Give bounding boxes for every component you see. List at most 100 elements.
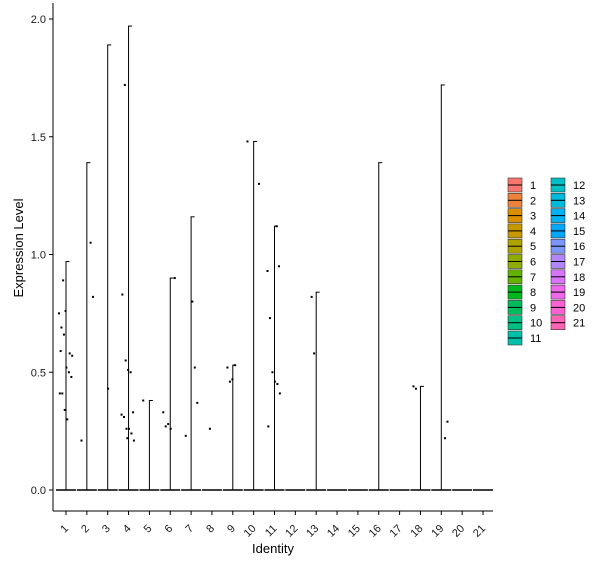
point-1: [68, 352, 71, 355]
point-6: [173, 277, 176, 280]
point-1: [60, 326, 63, 329]
point-10: [258, 182, 261, 185]
x-tick-label: 19: [429, 523, 446, 540]
x-tick-label: 3: [100, 523, 113, 536]
legend-label: 14: [573, 211, 585, 223]
point-3: [107, 387, 110, 390]
y-axis-title: Expression Level: [11, 198, 26, 297]
point-11: [276, 383, 279, 386]
point-8: [208, 427, 211, 430]
point-13: [310, 295, 313, 298]
legend-label: 11: [530, 333, 541, 345]
point-1: [61, 392, 64, 395]
point-1: [59, 350, 62, 353]
point-11: [271, 371, 274, 374]
legend-label: 16: [573, 241, 585, 253]
x-tick-label: 4: [121, 523, 134, 536]
legend-label: 7: [530, 272, 536, 284]
point-11: [273, 380, 276, 383]
point-18: [412, 385, 415, 388]
point-7: [184, 434, 187, 437]
legend-label: 12: [573, 180, 585, 192]
legend-label: 13: [573, 195, 585, 207]
point-1: [70, 375, 73, 378]
legend-label: 5: [530, 241, 536, 253]
point-1: [67, 371, 70, 374]
point-4: [132, 411, 135, 414]
point-5: [142, 399, 145, 402]
point-19: [446, 420, 449, 423]
point-7: [191, 300, 194, 303]
point-13: [313, 352, 316, 355]
point-4: [127, 368, 130, 371]
point-4: [129, 371, 132, 374]
x-axis: 1 2 3 4 5 6 7 8 9 10 11 12 13 14 15 16 17 18 19 20 21: [53, 510, 493, 540]
point-6: [162, 411, 165, 414]
legend-item-17: 17: [550, 254, 585, 269]
legend-label: 1: [530, 180, 536, 192]
legend-item-11: 11: [507, 330, 541, 346]
y-tick-label: 2.0: [31, 14, 46, 26]
legend-item-21: 21: [550, 315, 585, 331]
x-tick-label: 11: [263, 523, 280, 540]
point-1: [66, 418, 69, 421]
legend-item-18: 18: [550, 269, 585, 285]
point-6: [169, 427, 172, 430]
point-4: [125, 427, 128, 430]
x-tick-label: 7: [183, 523, 196, 536]
point-6: [164, 425, 167, 428]
point-2: [92, 295, 95, 298]
point-2: [80, 439, 83, 442]
plot-area: [56, 25, 493, 491]
point-9: [231, 378, 234, 381]
x-tick-label: 5: [142, 523, 155, 536]
legend-item-4: 4: [507, 223, 536, 239]
point-4: [123, 83, 126, 86]
legend-label: 17: [573, 257, 585, 269]
point-6: [167, 423, 170, 426]
x-tick-label: 2: [79, 523, 92, 536]
point-4: [127, 427, 130, 430]
legend-item-19: 19: [550, 284, 585, 300]
y-tick-label: 0.0: [31, 485, 46, 497]
legend-item-16: 16: [550, 238, 585, 254]
point-11: [267, 425, 270, 428]
point-1: [58, 312, 60, 315]
point-9: [233, 364, 236, 367]
legend-item-2: 2: [507, 193, 536, 208]
legend-label: 3: [530, 211, 536, 223]
x-tick-label: 1: [58, 523, 71, 536]
x-axis-title: Identity: [252, 541, 294, 556]
x-tick-label: 17: [388, 523, 405, 540]
legend-item-10: 10: [507, 315, 542, 331]
x-tick-label: 9: [225, 523, 238, 536]
point-4: [123, 415, 126, 418]
x-tick-label: 20: [450, 523, 467, 540]
point-1: [71, 354, 74, 357]
legend-label: 2: [530, 195, 536, 207]
point-7: [193, 366, 196, 369]
legend-item-6: 6: [507, 254, 536, 269]
point-1: [65, 366, 68, 369]
x-tick-label: 13: [304, 523, 321, 540]
point-11: [275, 225, 278, 228]
point-4: [130, 432, 133, 435]
point-2: [89, 241, 92, 244]
x-tick-label: 16: [367, 523, 384, 540]
legend-item-7: 7: [507, 269, 536, 285]
legend-item-3: 3: [507, 208, 536, 223]
point-11: [266, 269, 269, 272]
legend-item-8: 8: [507, 284, 536, 300]
legend-item-1: 1: [507, 177, 536, 193]
y-tick-label: 1.5: [31, 132, 46, 144]
x-tick-label: 10: [242, 523, 259, 540]
point-9: [228, 380, 231, 383]
point-4: [132, 439, 135, 442]
x-tick-label: 6: [163, 523, 176, 536]
x-tick-label: 12: [283, 523, 300, 540]
legend-item-9: 9: [507, 300, 536, 315]
y-axis: 0.0 0.5 1.0 1.5 2.0: [31, 3, 54, 511]
legend-label: 20: [573, 302, 585, 314]
